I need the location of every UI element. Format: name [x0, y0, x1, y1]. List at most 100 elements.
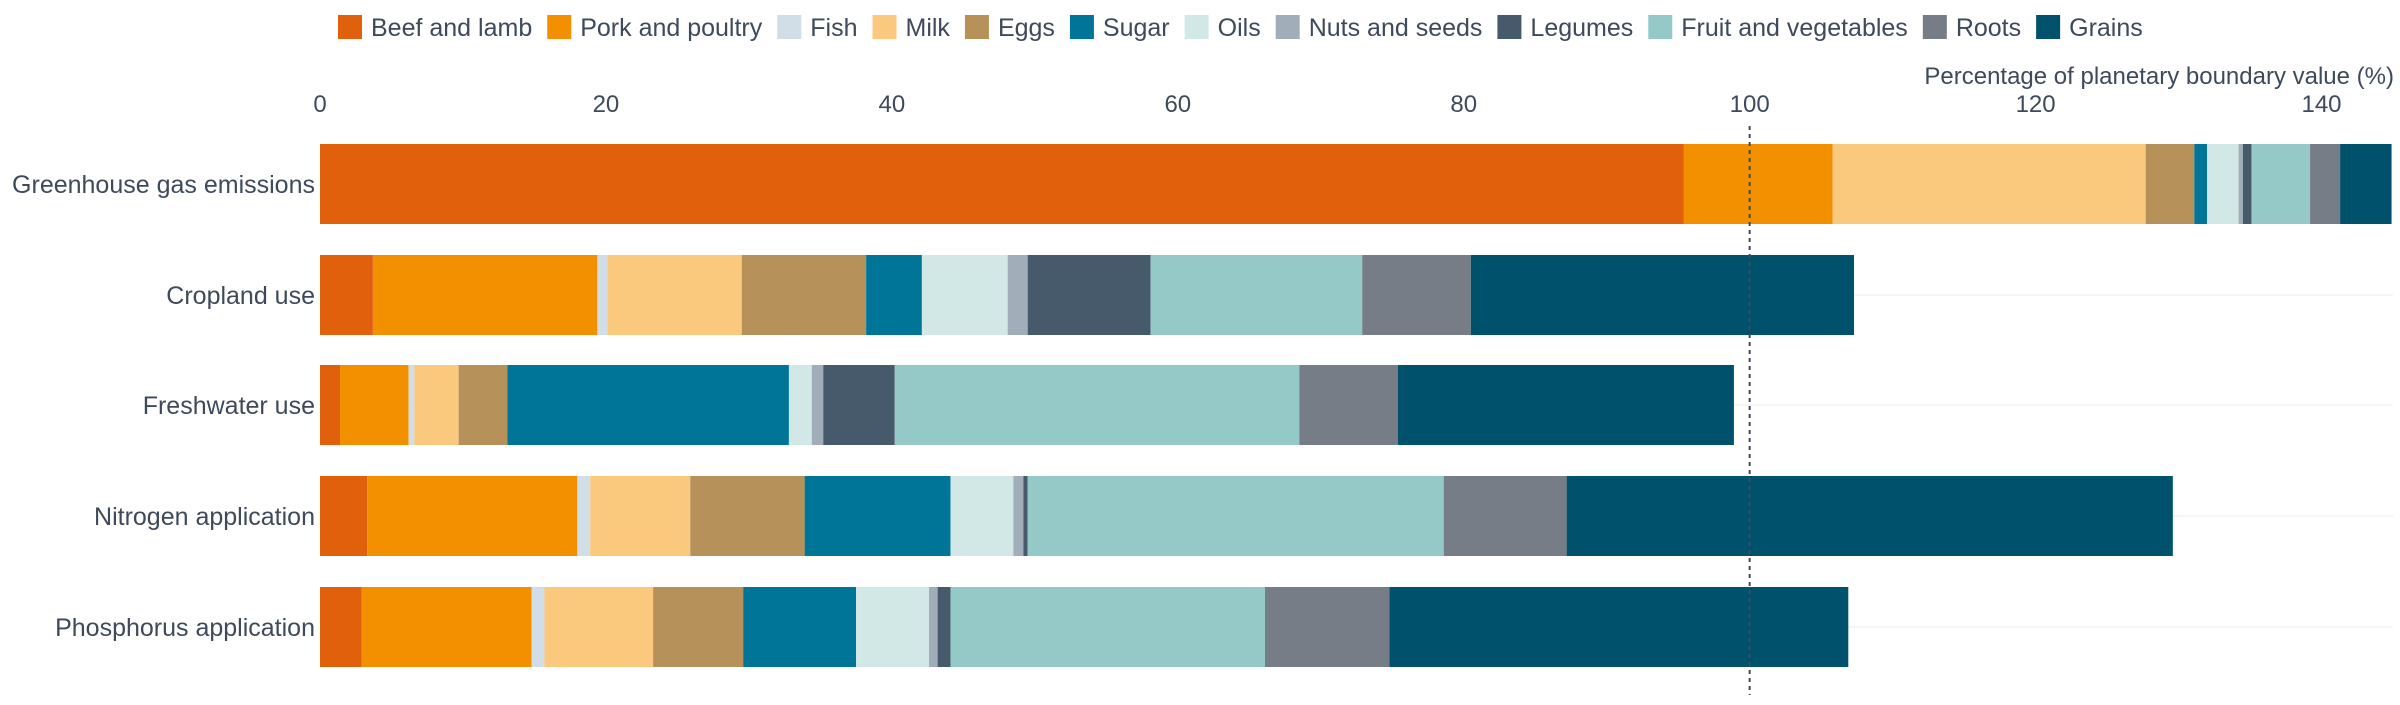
bar-segment-fruit-and-vegetables	[1150, 255, 1363, 335]
bar-segment-nuts-and-seeds	[2238, 144, 2243, 224]
legend-item-milk: Milk	[872, 14, 951, 42]
bar-segment-legumes	[1027, 255, 1151, 335]
legend-swatch	[1922, 15, 1947, 39]
bar-segment-grains	[2340, 144, 2392, 224]
bar-segment-sugar	[507, 365, 789, 445]
bar-segment-oils	[950, 476, 1014, 556]
bars	[320, 144, 2392, 667]
bar-segment-beef-and-lamb	[320, 144, 1684, 224]
bar-segment-grains	[1389, 587, 1849, 667]
bar-segment-eggs	[2145, 144, 2195, 224]
legend-label: Legumes	[1530, 14, 1633, 42]
category-label: Cropland use	[166, 282, 315, 310]
bar-segment-fish	[408, 365, 415, 445]
bar-segment-oils	[2207, 144, 2239, 224]
legend-item-beef-and-lamb: Beef and lamb	[338, 14, 532, 42]
category-label: Nitrogen application	[94, 503, 315, 531]
bar-segment-pork-and-poultry	[1683, 144, 1833, 224]
legend-label: Fruit and vegetables	[1681, 14, 1908, 42]
bar-segment-pork-and-poultry	[372, 255, 598, 335]
bar-segment-milk	[1832, 144, 2146, 224]
bar-segment-fruit-and-vegetables	[950, 587, 1266, 667]
legend-label: Oils	[1218, 14, 1261, 42]
bar-segment-eggs	[458, 365, 508, 445]
legend-swatch	[1497, 15, 1522, 39]
bar-segment-fish	[531, 587, 545, 667]
legend-item-oils: Oils	[1184, 14, 1261, 42]
x-axis-ticks: 0 20 40 60 80 100 120 140	[313, 91, 2341, 118]
category-label: Greenhouse gas emissions	[12, 171, 315, 199]
bar-segment-roots	[1265, 587, 1390, 667]
legend-label: Sugar	[1103, 14, 1170, 42]
bar-segment-roots	[1362, 255, 1471, 335]
legend-swatch	[964, 15, 989, 39]
legend-item-eggs: Eggs	[964, 14, 1055, 42]
legend-item-grains: Grains	[2036, 14, 2143, 42]
bar-segment-eggs	[741, 255, 867, 335]
legend-item-legumes: Legumes	[1497, 14, 1633, 42]
legend-label: Beef and lamb	[371, 14, 532, 42]
bar-segment-legumes	[937, 587, 951, 667]
legend-label: Nuts and seeds	[1309, 14, 1483, 42]
bar-segment-beef-and-lamb	[320, 255, 373, 335]
legend-swatch	[1069, 15, 1094, 39]
x-tick-label: 100	[1730, 91, 1770, 118]
legend-swatch	[777, 15, 802, 39]
bar-segment-beef-and-lamb	[320, 587, 362, 667]
bar-segment-grains	[1397, 365, 1734, 445]
bar-segment-fruit-and-vegetables	[1027, 476, 1444, 556]
bar-segment-milk	[414, 365, 459, 445]
bar-segment-legumes	[2242, 144, 2252, 224]
bar-segment-roots	[1299, 365, 1398, 445]
bar-segment-pork-and-poultry	[340, 365, 409, 445]
bar-segment-nuts-and-seeds	[1007, 255, 1028, 335]
category-label: Phosphorus application	[55, 614, 315, 642]
x-tick-label: 0	[313, 91, 326, 118]
bar-segment-milk	[607, 255, 742, 335]
x-tick-label: 80	[1450, 91, 1477, 118]
legend-item-fish: Fish	[777, 14, 858, 42]
bar-segment-nuts-and-seeds	[929, 587, 938, 667]
bar-segment-roots	[1443, 476, 1567, 556]
bar-row-freshwater-use	[320, 365, 1734, 445]
bar-segment-eggs	[690, 476, 805, 556]
bar-segment-fish	[597, 255, 608, 335]
bar-segment-beef-and-lamb	[320, 476, 368, 556]
x-tick-label: 60	[1164, 91, 1191, 118]
y-axis-labels: Greenhouse gas emissions Cropland use Fres…	[12, 171, 315, 642]
bar-segment-fruit-and-vegetables	[2251, 144, 2311, 224]
bar-segment-milk	[544, 587, 654, 667]
bar-segment-fish	[577, 476, 591, 556]
bar-segment-milk	[590, 476, 691, 556]
bar-segment-sugar	[743, 587, 857, 667]
bar-segment-oils	[788, 365, 812, 445]
category-label: Freshwater use	[143, 392, 315, 420]
bar-segment-sugar	[804, 476, 951, 556]
bar-segment-grains	[1470, 255, 1855, 335]
legend-item-pork-and-poultry: Pork and poultry	[547, 14, 763, 42]
legend-item-sugar: Sugar	[1069, 14, 1170, 42]
bar-segment-nuts-and-seeds	[811, 365, 824, 445]
bar-segment-sugar	[2194, 144, 2208, 224]
legend-item-nuts-and-seeds: Nuts and seeds	[1275, 14, 1483, 42]
bar-segment-roots	[2310, 144, 2341, 224]
bar-row-greenhouse-gas-emissions	[320, 144, 2392, 224]
bar-segment-eggs	[653, 587, 744, 667]
x-axis-title: Percentage of planetary boundary value (…	[1924, 63, 2394, 90]
legend-swatch	[872, 15, 897, 39]
legend-label: Milk	[906, 14, 951, 42]
bar-segment-oils	[856, 587, 930, 667]
x-tick-label: 140	[2301, 91, 2341, 118]
legend-item-roots: Roots	[1922, 14, 2021, 42]
bar-segment-oils	[921, 255, 1008, 335]
bar-segment-beef-and-lamb	[320, 365, 341, 445]
legend-label: Grains	[2069, 14, 2143, 42]
bar-segment-legumes	[823, 365, 895, 445]
legend-swatch	[1648, 15, 1673, 39]
bar-segment-grains	[1566, 476, 2173, 556]
bar-row-phosphorus-application	[320, 587, 1849, 667]
x-tick-label: 20	[593, 91, 620, 118]
bar-row-cropland-use	[320, 255, 1855, 335]
